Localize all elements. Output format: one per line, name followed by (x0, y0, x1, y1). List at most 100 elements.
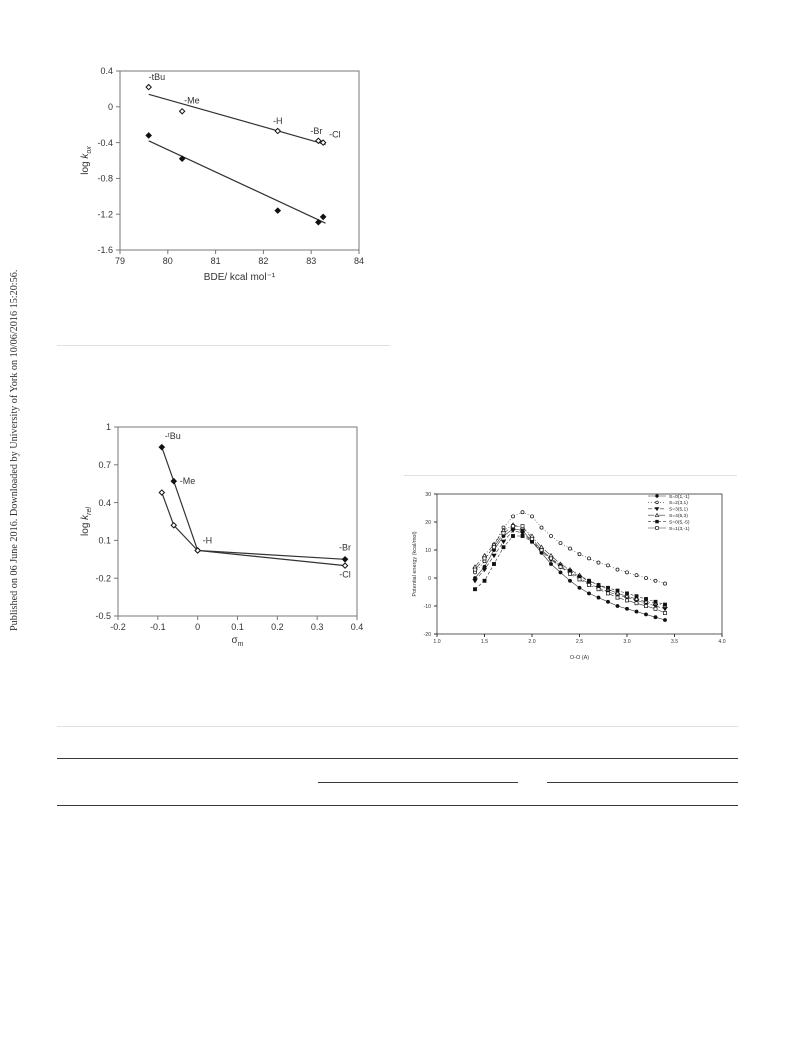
data-point (519, 531, 526, 536)
figure-divider-1 (57, 345, 390, 346)
data-point (145, 83, 152, 91)
y-tick-label: -20 (424, 632, 432, 638)
data-point (492, 562, 496, 566)
x-tick-label: 0.4 (351, 622, 364, 632)
data-point (482, 578, 487, 583)
data-point (606, 591, 610, 596)
fit-line (148, 93, 326, 145)
series-line (161, 446, 346, 560)
potential-energy-chart: 1.0 1.5 2.0 2.5 3.0 3.5 4.0 30 20 10 0 -10 -20 Potent… (412, 492, 726, 661)
data-point (520, 524, 525, 529)
y-tick-label: 20 (425, 520, 431, 526)
data-point (596, 595, 601, 600)
legend-label: S=2(3,1) (669, 500, 688, 506)
data-point (158, 489, 166, 496)
data-point (170, 477, 178, 485)
x-tick-label: 0.1 (231, 622, 244, 632)
data-point (634, 573, 639, 578)
data-point (319, 139, 327, 146)
data-point (500, 539, 507, 545)
y-tick-label: -10 (424, 604, 432, 610)
data-point (178, 107, 186, 115)
x-tick-label: 3.5 (671, 639, 678, 645)
sidebar-publication-note: Published on 06 June 2016. Downloaded by… (4, 246, 22, 631)
series-line (161, 492, 346, 567)
data-point (511, 534, 515, 538)
fit-line (148, 140, 326, 224)
y-tick-label: 0.4 (100, 66, 113, 76)
y-tick-label: 0.1 (98, 536, 111, 546)
data-point (663, 581, 667, 586)
series-line (474, 524, 666, 607)
point-label: -tBu (149, 72, 166, 82)
data-point (158, 443, 166, 451)
data-point (606, 585, 610, 590)
legend-marker (655, 500, 659, 505)
point-label: -Me (184, 95, 200, 105)
point-label: -Br (310, 126, 322, 136)
y-tick-label: -1.6 (97, 245, 113, 255)
legend-marker (655, 519, 659, 524)
data-point (501, 531, 506, 536)
y-axis-label: log krel (80, 507, 93, 536)
data-point (644, 604, 648, 608)
y-tick-label: 10 (425, 548, 431, 554)
data-point (653, 599, 658, 604)
x-tick-label: 84 (354, 256, 364, 266)
data-point (606, 563, 610, 568)
figure-sigma-plot: -0.2 -0.1 0 0.1 0.2 0.3 0.4 1 0.7 0.4 0.1 -0.2 -0.5-… (70, 415, 370, 650)
data-point (634, 594, 639, 599)
bde-chart: 79 80 81 82 83 84 0.4 0 -0.4 -0.8 -1.2 -1.6 -tBu -Me -… (80, 66, 364, 283)
plot-frame (117, 426, 358, 617)
y-tick-label: -0.8 (97, 174, 113, 184)
data-point (596, 587, 601, 592)
data-point (558, 564, 563, 569)
data-point (577, 577, 582, 582)
x-axis-label: O-O (A) (570, 655, 589, 661)
x-tick-label: 81 (211, 256, 221, 266)
data-point (473, 567, 477, 572)
data-point (634, 601, 639, 606)
data-point (558, 570, 563, 575)
data-point (482, 556, 487, 561)
legend-label: S=4(5,3) (669, 513, 688, 519)
data-point (530, 536, 534, 541)
x-axis-label: BDE/ kcal mol⁻¹ (204, 272, 276, 283)
y-tick-label: 0 (108, 102, 113, 112)
data-point (615, 588, 620, 593)
data-point (625, 598, 629, 603)
data-point (615, 604, 620, 608)
x-tick-label: 0.2 (271, 622, 284, 632)
y-tick-label: -0.5 (95, 611, 111, 621)
data-point (520, 510, 525, 515)
legend-marker (655, 526, 659, 530)
table-subhead-rule-left (318, 782, 518, 783)
series-line (474, 535, 666, 605)
data-point (472, 578, 478, 584)
data-point (511, 524, 515, 529)
data-point (501, 545, 506, 550)
data-point (568, 571, 572, 576)
point-label: -Cl (339, 570, 351, 580)
data-point (194, 547, 201, 554)
figure-potential-energy: 1.0 1.5 2.0 2.5 3.0 3.5 4.0 30 20 10 0 -10 -20 Potent… (405, 485, 740, 665)
legend-label: S=3(5,1) (669, 507, 688, 513)
data-point (587, 578, 591, 583)
point-label: -H (273, 116, 283, 126)
x-tick-label: 0.3 (311, 622, 324, 632)
data-point (549, 556, 553, 561)
x-tick-label: 2.0 (528, 639, 535, 645)
data-point (491, 553, 497, 559)
data-point (633, 596, 640, 601)
data-point (606, 599, 610, 604)
x-tick-label: 0 (195, 622, 200, 632)
data-point (643, 599, 649, 604)
y-tick-label: -0.4 (97, 138, 113, 148)
data-point (624, 593, 630, 599)
data-point (274, 127, 282, 135)
y-tick-label: -1.2 (97, 209, 113, 219)
sidebar-publication-text: Published on 06 June 2016. Downloaded by… (9, 270, 20, 631)
legend-marker (654, 512, 660, 517)
legend-label: S=0(5,-5) (669, 519, 690, 525)
data-point (568, 546, 572, 551)
